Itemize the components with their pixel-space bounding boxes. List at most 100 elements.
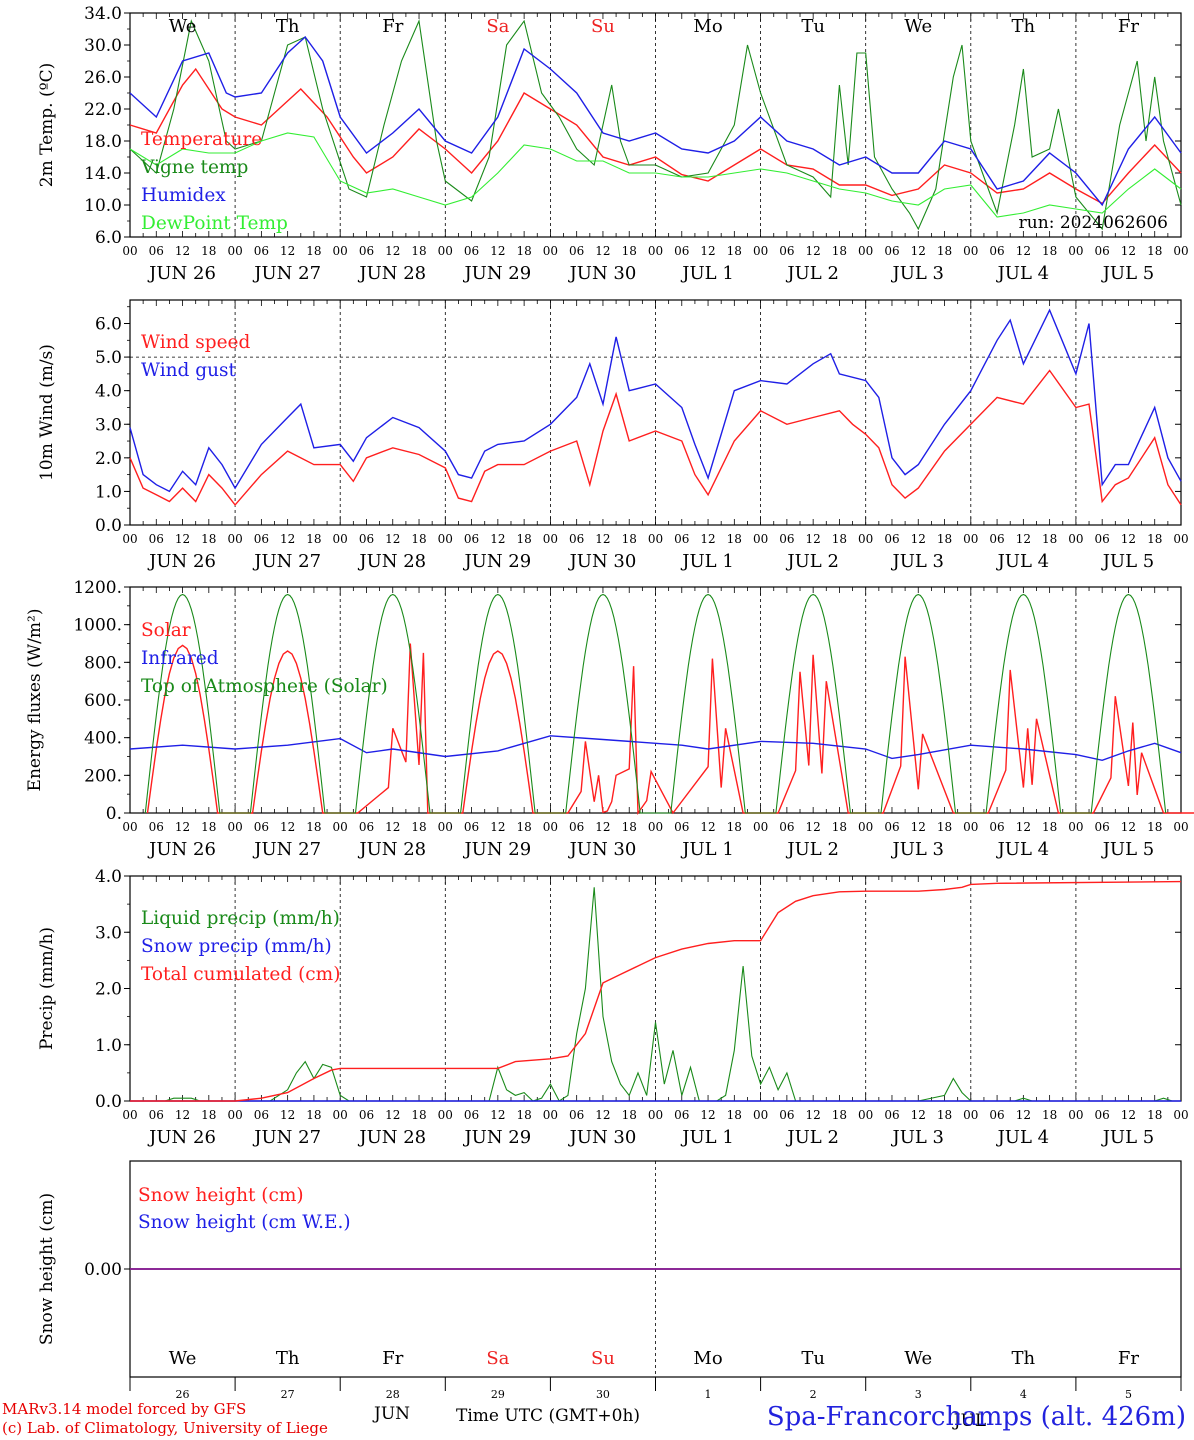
hour-label: 06 [359,820,374,834]
panel-2 [124,299,1182,526]
hour-label: 12 [490,1108,505,1122]
series-line-3 [129,132,1182,218]
hour-label: 18 [832,244,847,258]
day-label: Fr [382,1348,403,1369]
hour-label: 06 [149,532,164,546]
hour-label: 00 [1068,244,1083,258]
hour-label: 18 [832,532,847,546]
hour-label: 06 [569,1108,584,1122]
hour-label: 18 [937,820,952,834]
hour-label: 18 [306,532,321,546]
hour-label: 18 [411,532,426,546]
bottom-day-number: 28 [386,1388,400,1401]
hour-label: 06 [989,1108,1004,1122]
bottom-day-number: 26 [176,1388,190,1401]
hour-label: 18 [516,1108,531,1122]
day-label: Fr [1118,16,1139,37]
y-tick-label: 200. [84,766,122,786]
lab-credit: (c) Lab. of Climatology, University of L… [2,1419,328,1437]
date-label: JUL 1 [680,839,734,860]
hour-label: 06 [779,1108,794,1122]
hour-label: 12 [1121,820,1136,834]
bottom-day-number: 4 [1020,1388,1027,1401]
hour-label: 18 [201,532,216,546]
hour-label: 06 [1095,532,1110,546]
hour-label: 12 [595,244,610,258]
hour-label: 18 [622,820,637,834]
hour-label: 12 [175,244,190,258]
y-tick-label: 0.0 [95,516,122,536]
hour-label: 12 [911,1108,926,1122]
date-label: JUL 4 [996,263,1050,284]
panel-4 [124,875,1182,1102]
hour-label: 18 [622,1108,637,1122]
hour-label: 12 [280,820,295,834]
hour-label: 18 [411,244,426,258]
hour-label: 06 [569,532,584,546]
y-axis-label: Snow height (cm) [37,1193,57,1345]
hour-label: 18 [201,244,216,258]
hour-label: 00 [122,244,137,258]
date-label: JUN 26 [147,1127,216,1148]
date-label: JUN 30 [568,551,637,572]
y-tick-label: 34.0 [84,4,122,24]
hour-label: 00 [1068,1108,1083,1122]
hour-label: 00 [1173,532,1188,546]
date-label: JUL 3 [890,551,944,572]
station-name: Spa-Francorchamps (alt. 426m) [766,1402,1186,1432]
legend-0: Wind speed [141,332,250,353]
hour-label: 06 [779,244,794,258]
y-tick-label: 26.0 [84,68,122,88]
y-tick-label: 4.0 [95,382,122,402]
hour-label: 06 [989,532,1004,546]
hour-label: 06 [359,1108,374,1122]
series-line-2 [129,35,1182,207]
hour-label: 12 [595,820,610,834]
legend-1: Wind gust [141,360,236,381]
legend-0: Solar [141,620,191,641]
hour-label: 00 [438,1108,453,1122]
day-label: Tu [801,16,825,37]
day-label: Fr [382,16,403,37]
hour-label: 12 [806,1108,821,1122]
day-label: We [904,16,932,37]
hour-label: 00 [543,820,558,834]
hour-label: 06 [149,244,164,258]
date-label: JUN 27 [252,839,321,860]
hour-label: 00 [1173,244,1188,258]
hour-label: 18 [306,820,321,834]
hour-label: 00 [1068,532,1083,546]
hour-label: 12 [595,1108,610,1122]
legend-0: Temperature [141,129,262,150]
y-tick-label: 3.0 [95,415,122,435]
hour-label: 18 [727,532,742,546]
hour-label: 18 [727,1108,742,1122]
y-tick-label: 0.00 [84,1260,122,1280]
hour-label: 06 [674,1108,689,1122]
hour-label: 00 [753,244,768,258]
y-tick-label: 18.0 [84,132,122,152]
date-label: JUN 30 [568,263,637,284]
day-label: Th [1012,16,1036,37]
hour-label: 18 [622,244,637,258]
hour-label: 12 [280,1108,295,1122]
hour-label: 06 [254,532,269,546]
hour-label: 00 [333,244,348,258]
hour-label: 12 [595,532,610,546]
hour-label: 00 [122,532,137,546]
hour-label: 12 [490,820,505,834]
day-label: Su [591,1348,615,1369]
hour-label: 06 [779,820,794,834]
legend-1: Vigne temp [140,157,248,178]
day-label: Mo [693,1348,722,1369]
y-axis-label: 10m Wind (m/s) [37,344,57,481]
hour-label: 12 [175,1108,190,1122]
day-label: Th [276,16,300,37]
legend-0: Liquid precip (mm/h) [141,908,340,929]
series-line-2 [144,593,1167,814]
date-label: JUN 29 [462,1127,531,1148]
hour-label: 12 [806,532,821,546]
date-label: JUL 5 [1101,839,1155,860]
date-label: JUN 30 [568,839,637,860]
hour-label: 18 [411,1108,426,1122]
